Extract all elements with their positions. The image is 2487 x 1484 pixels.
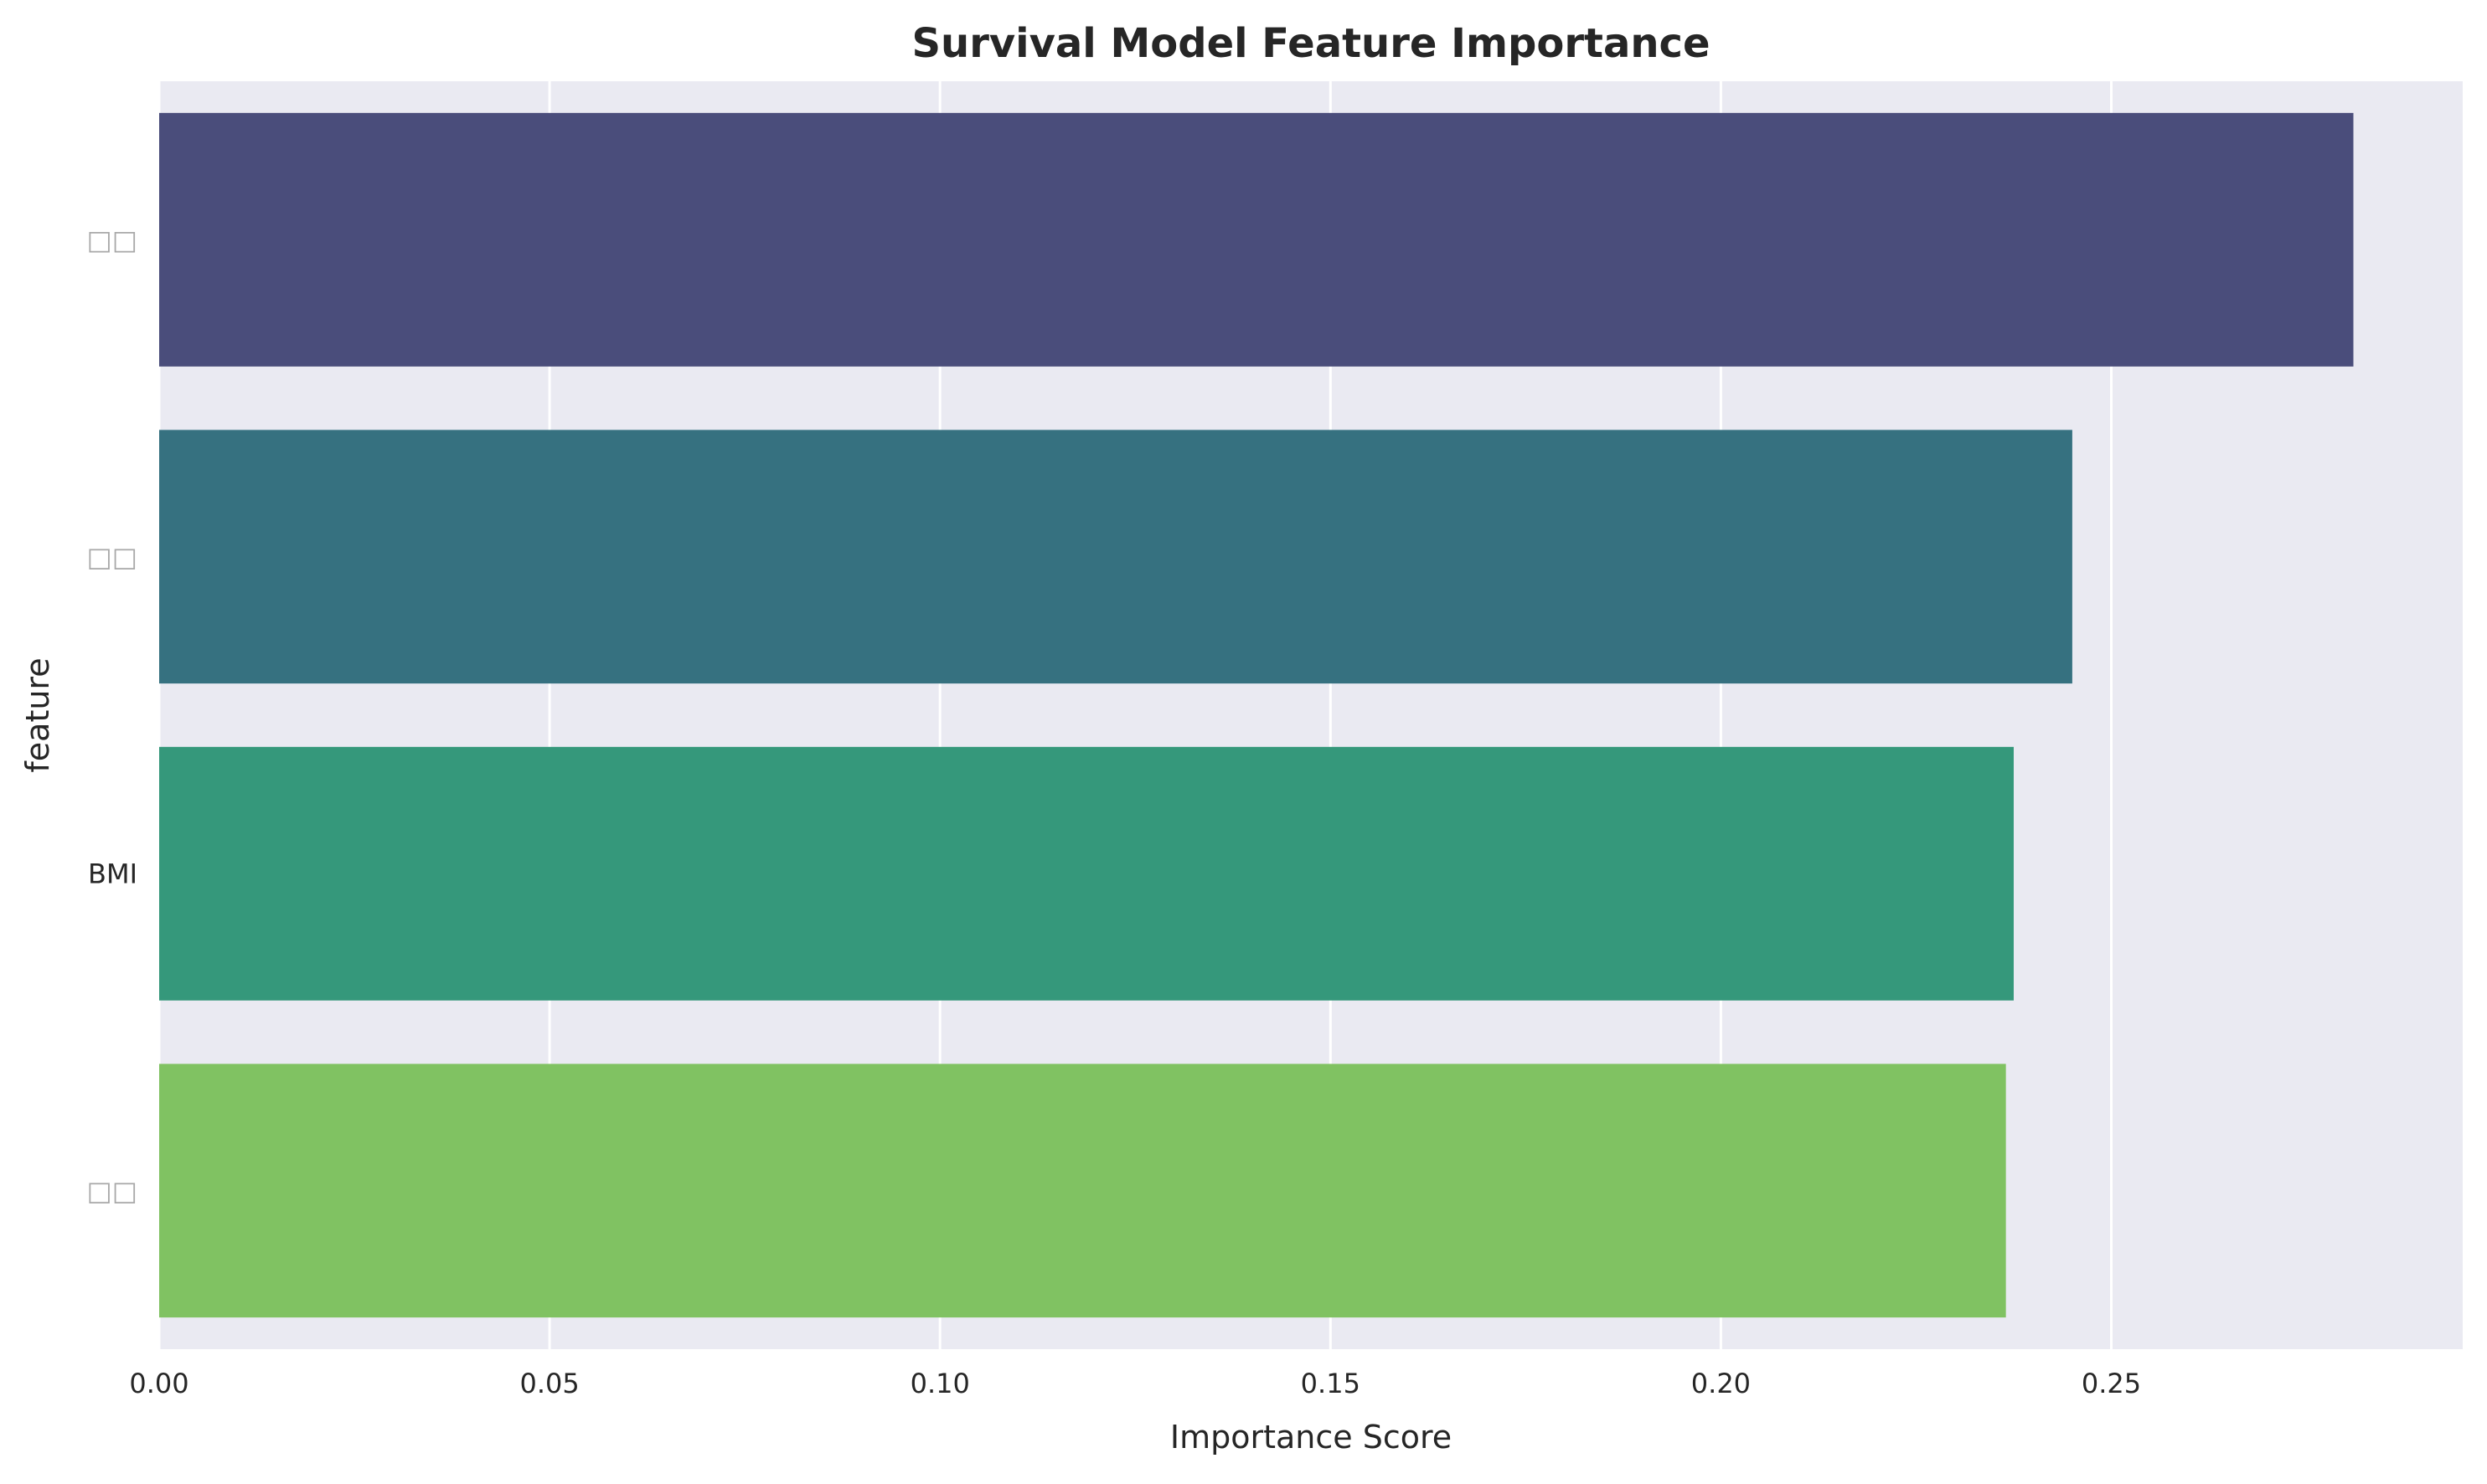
y-axis-label: feature [19,657,56,772]
x-tick-label: 0.05 [519,1368,579,1399]
x-axis-label: Importance Score [1170,1419,1452,1456]
bar [159,746,2014,1001]
y-tick-label: □□ [87,224,137,255]
bars [159,112,2354,1318]
y-tick-label: BMI [88,858,137,889]
x-tick-labels: 0.00 0.05 0.10 0.15 0.20 0.25 [129,1368,2141,1399]
x-tick-label: 0.00 [129,1368,188,1399]
bar [159,430,2072,684]
y-tick-labels: □□ □□ BMI □□ [87,224,137,1207]
x-tick-label: 0.25 [2082,1368,2141,1399]
x-tick-label: 0.20 [1691,1368,1751,1399]
bar [159,112,2354,367]
x-tick-label: 0.15 [1301,1368,1360,1399]
bar [159,1064,2006,1318]
y-tick-label: □□ [87,541,137,573]
chart-title: Survival Model Feature Importance [911,20,1710,67]
y-tick-label: □□ [87,1175,137,1207]
x-tick-label: 0.10 [911,1368,970,1399]
